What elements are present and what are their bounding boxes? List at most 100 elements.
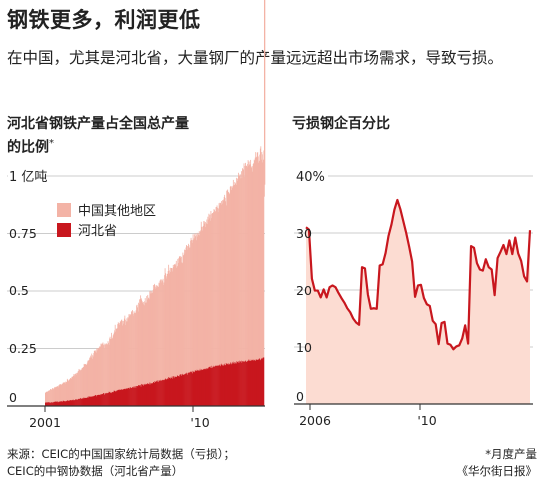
bar-hebei	[223, 365, 225, 406]
bar-hebei	[149, 382, 151, 406]
bar-hebei	[96, 394, 98, 406]
bar-hebei	[87, 397, 89, 406]
bar-other-regions	[87, 361, 89, 397]
bar-other-regions	[142, 304, 144, 385]
bar-hebei	[75, 399, 77, 406]
bar-other-regions	[135, 313, 136, 387]
bar-other-regions	[117, 324, 119, 391]
bar-other-regions	[172, 268, 174, 379]
bar-other-regions	[50, 388, 51, 403]
bar-other-regions	[57, 387, 59, 403]
bar-other-regions	[192, 234, 194, 371]
bar-other-regions	[160, 280, 161, 380]
bar-other-regions	[146, 299, 148, 385]
bar-hebei	[178, 376, 180, 406]
bar-hebei	[121, 389, 123, 406]
bar-hebei	[214, 366, 215, 406]
bar-hebei	[221, 363, 223, 406]
bar-other-regions	[177, 258, 179, 377]
bar-other-regions	[63, 382, 65, 401]
bar-other-regions	[160, 279, 162, 381]
bar-other-regions	[109, 336, 111, 392]
bar-hebei	[106, 393, 108, 406]
bar-hebei	[83, 397, 85, 406]
bar-other-regions	[245, 162, 246, 361]
footnote-line-1: *月度产量	[485, 447, 537, 461]
bar-other-regions	[71, 377, 73, 400]
bar-other-regions	[96, 348, 98, 397]
bar-hebei	[145, 384, 147, 406]
bar-hebei	[206, 368, 208, 406]
bar-other-regions	[251, 171, 253, 361]
bar-other-regions	[194, 234, 196, 373]
bar-hebei	[182, 373, 184, 406]
bar-other-regions	[263, 150, 265, 358]
bar-other-regions	[133, 311, 135, 387]
bar-other-regions	[125, 325, 127, 390]
bar-hebei	[51, 402, 52, 406]
bar-hebei	[215, 365, 217, 406]
bar-hebei	[138, 385, 140, 406]
bar-other-regions	[76, 374, 77, 400]
bar-hebei	[122, 389, 124, 406]
bar-hebei	[245, 360, 246, 406]
bar-other-regions	[218, 208, 219, 366]
bar-hebei	[201, 369, 203, 406]
bar-hebei	[73, 400, 74, 406]
bar-hebei	[80, 397, 81, 406]
bar-other-regions	[249, 164, 251, 361]
left-panel-title: 河北省钢铁产量占全国总产量 的比例*	[7, 114, 267, 158]
bar-hebei	[242, 361, 244, 406]
bar-hebei	[118, 389, 120, 406]
bar-other-regions	[168, 264, 170, 378]
bar-other-regions	[106, 343, 107, 393]
bar-hebei	[246, 361, 248, 406]
bar-other-regions	[147, 294, 149, 383]
bar-hebei	[97, 394, 99, 406]
bar-hebei	[153, 382, 155, 406]
bar-other-regions	[93, 353, 95, 397]
bar-hebei	[103, 393, 104, 406]
bar-hebei	[232, 361, 234, 406]
bar-hebei	[135, 386, 136, 406]
bar-hebei	[143, 384, 145, 406]
bar-hebei	[54, 401, 55, 406]
footnote-marker: *	[49, 138, 54, 149]
bar-other-regions	[216, 205, 218, 366]
bar-other-regions	[175, 263, 177, 377]
bar-hebei	[153, 383, 155, 406]
bar-other-regions	[94, 351, 96, 396]
bar-other-regions	[130, 314, 132, 388]
bar-hebei	[161, 380, 162, 406]
bar-other-regions	[132, 310, 133, 388]
bar-hebei	[169, 377, 171, 406]
bar-other-regions	[93, 350, 95, 396]
bar-other-regions	[85, 364, 87, 398]
bar-other-regions	[77, 373, 78, 400]
bar-other-regions	[86, 363, 88, 398]
bar-other-regions	[196, 234, 198, 371]
bar-other-regions	[227, 189, 229, 365]
bar-hebei	[172, 376, 174, 406]
bar-hebei	[127, 388, 129, 406]
bar-hebei	[119, 389, 121, 406]
bar-hebei	[255, 359, 257, 406]
bar-hebei	[71, 399, 73, 406]
bar-other-regions	[196, 232, 198, 370]
bar-other-regions	[148, 299, 150, 385]
bar-hebei	[72, 400, 74, 406]
bar-other-regions	[147, 298, 149, 384]
bar-hebei	[198, 369, 200, 406]
bar-other-regions	[78, 368, 80, 399]
bar-other-regions	[118, 323, 120, 390]
bar-hebei	[65, 400, 67, 406]
bar-hebei	[218, 365, 220, 406]
bar-hebei	[132, 387, 133, 406]
bar-other-regions	[251, 167, 253, 360]
bar-hebei	[249, 360, 251, 406]
bar-hebei	[60, 401, 62, 406]
bar-hebei	[189, 372, 190, 406]
bar-other-regions	[45, 392, 47, 403]
bar-hebei	[62, 400, 64, 406]
bar-hebei	[220, 364, 222, 406]
